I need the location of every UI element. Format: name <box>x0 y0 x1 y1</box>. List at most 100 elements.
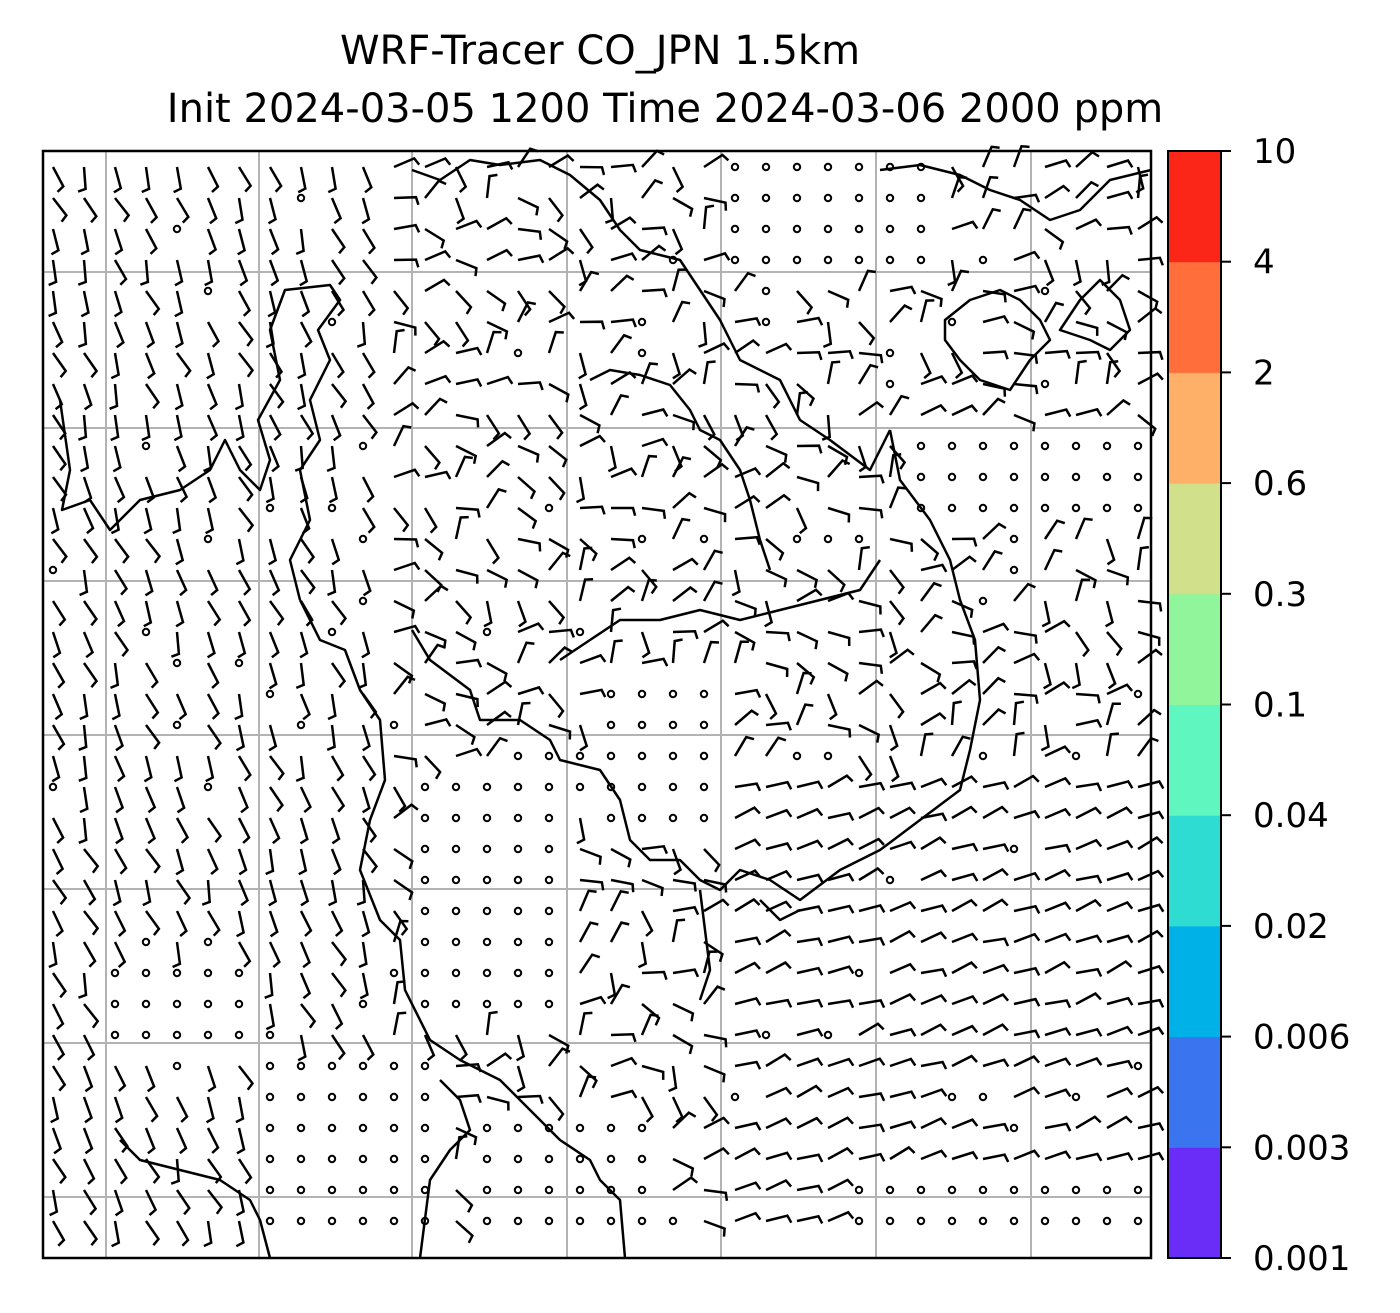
wind-barb <box>982 898 1009 913</box>
wind-barb <box>358 941 368 969</box>
wind-barb <box>1105 538 1116 566</box>
wind-barb <box>1013 1055 1041 1068</box>
calm-wind-circle <box>265 1061 275 1071</box>
wind-barb <box>1075 320 1099 336</box>
calm-wind-circle <box>513 1185 523 1195</box>
calm-wind-circle <box>420 1154 430 1164</box>
wind-barb <box>51 1034 66 1061</box>
colorbar-tick-label: 0.1 <box>1253 686 1307 726</box>
wind-barb <box>920 931 948 944</box>
wind-barb <box>206 662 220 689</box>
wind-barb <box>610 1033 637 1043</box>
calm-wind-circle <box>947 1216 957 1226</box>
wind-barb <box>764 736 787 757</box>
wind-barb <box>607 445 617 473</box>
wind-barb <box>1013 250 1041 262</box>
wind-barb <box>486 710 512 727</box>
calm-wind-circle <box>1102 503 1112 513</box>
wind-barb <box>919 581 942 602</box>
wind-barb <box>1106 683 1134 696</box>
wind-barb <box>144 786 157 814</box>
wind-barb <box>702 580 723 602</box>
wind-barb <box>1137 780 1165 790</box>
calm-wind-circle <box>482 813 492 823</box>
calm-wind-circle <box>978 255 988 265</box>
wind-barb <box>1137 903 1165 913</box>
wind-barb <box>796 905 824 915</box>
wind-barb <box>79 786 89 814</box>
wind-barb <box>1075 407 1103 417</box>
wind-barb <box>1075 1115 1102 1130</box>
wind-barb <box>889 1120 917 1130</box>
wind-barb <box>703 898 730 913</box>
wind-barb <box>579 878 605 891</box>
wind-barb <box>80 290 90 318</box>
wind-barb <box>610 556 637 572</box>
wind-barb <box>114 197 131 223</box>
wind-barb <box>144 476 156 504</box>
wind-barb <box>486 160 514 170</box>
wind-barb <box>206 383 218 411</box>
wind-barb <box>175 538 185 566</box>
wind-barb <box>268 817 281 845</box>
wind-barb <box>796 1027 824 1037</box>
wind-barb <box>144 693 160 720</box>
wind-barb <box>268 228 280 256</box>
wind-barb <box>82 662 99 689</box>
wind-barb <box>609 333 633 354</box>
wind-barb <box>393 561 421 572</box>
wind-barb <box>144 1158 161 1184</box>
wind-barb <box>920 289 943 308</box>
calm-wind-circle <box>203 999 213 1009</box>
wind-barb <box>51 1158 67 1185</box>
calm-wind-circle <box>544 813 554 823</box>
colorbar-tick-label: 10 <box>1253 132 1296 172</box>
wind-barb <box>1136 545 1150 571</box>
wind-barb <box>267 197 277 225</box>
calm-wind-circle <box>420 1216 430 1226</box>
wind-barb <box>579 320 606 330</box>
calm-wind-circle <box>606 751 616 761</box>
calm-wind-circle <box>730 1092 740 1102</box>
calm-wind-circle <box>544 906 554 916</box>
wind-barb <box>858 474 885 484</box>
colorbar-tick-label: 0.04 <box>1253 796 1329 836</box>
wind-barb <box>424 339 451 355</box>
wind-barb <box>1105 732 1120 757</box>
wind-barb <box>951 1150 979 1161</box>
wind-barb <box>982 314 1010 324</box>
wind-barb <box>515 1034 526 1062</box>
wind-barb <box>52 197 68 223</box>
wind-barb <box>1044 349 1071 360</box>
wind-barb <box>672 1157 695 1177</box>
wind-barb <box>113 755 126 783</box>
wind-barb <box>765 929 792 944</box>
wind-barb <box>796 290 814 315</box>
wind-barb <box>486 289 507 312</box>
wind-barb <box>982 937 1010 947</box>
wind-barb <box>672 1176 699 1192</box>
wind-barb <box>641 437 669 448</box>
calm-wind-circle <box>420 844 430 854</box>
wind-barb <box>145 848 161 874</box>
calm-wind-circle <box>916 162 926 172</box>
wind-barb <box>951 404 979 417</box>
wind-barb <box>517 196 540 216</box>
wind-barb <box>51 1127 63 1155</box>
wind-barb <box>920 836 947 851</box>
wind-barb <box>362 848 379 874</box>
wind-barb <box>330 848 342 876</box>
wind-barb <box>50 228 60 256</box>
wind-barb <box>888 631 898 659</box>
wind-barb <box>982 397 1006 416</box>
wind-barb <box>548 197 564 223</box>
calm-wind-circle <box>978 441 988 451</box>
wind-barb <box>703 985 726 1005</box>
wind-barb <box>795 390 808 416</box>
wind-barb <box>547 414 564 440</box>
wind-barb <box>175 693 188 721</box>
calm-wind-circle <box>513 968 523 978</box>
wind-barb <box>796 662 816 685</box>
wind-barb <box>889 537 914 552</box>
calm-wind-circle <box>265 1154 275 1164</box>
